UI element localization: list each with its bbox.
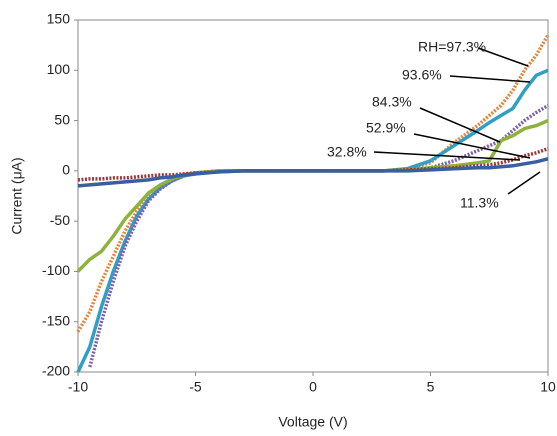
annotation: 93.6%: [402, 67, 442, 83]
annotation: 11.3%: [460, 195, 499, 211]
annotation-pointer: [373, 151, 521, 161]
x-tick-label: 5: [427, 379, 435, 395]
y-tick-label: 50: [54, 111, 70, 127]
annotation-pointer: [419, 107, 501, 143]
series-line: [76, 68, 549, 373]
annotation: 52.9%: [366, 120, 406, 136]
series-line: [77, 147, 549, 182]
x-tick-label: -5: [189, 379, 202, 395]
annotation-pointer: [413, 133, 531, 159]
y-tick-label: 150: [47, 11, 71, 27]
series-line: [76, 34, 550, 333]
annotation: 84.3%: [372, 94, 412, 110]
y-tick-label: -50: [50, 212, 70, 228]
annotation-pointer: [449, 75, 531, 83]
y-tick-label: 0: [62, 162, 70, 178]
y-axis-label: Current (μA): [9, 157, 25, 234]
series-line: [88, 103, 549, 368]
x-tick-label: 10: [540, 379, 556, 395]
annotation-pointer: [507, 171, 541, 195]
x-axis-label: Voltage (V): [278, 414, 347, 430]
y-tick-label: -200: [42, 363, 70, 379]
y-tick-label: -150: [42, 312, 70, 328]
series-line: [77, 157, 549, 188]
annotation: RH=97.3%: [418, 39, 486, 55]
x-tick-label: 0: [309, 379, 317, 395]
y-tick-label: -100: [42, 262, 70, 278]
y-tick-label: 100: [47, 61, 71, 77]
annotation-pointer: [477, 47, 529, 67]
annotation: 32.8%: [327, 144, 367, 160]
x-tick-label: -10: [68, 379, 88, 395]
